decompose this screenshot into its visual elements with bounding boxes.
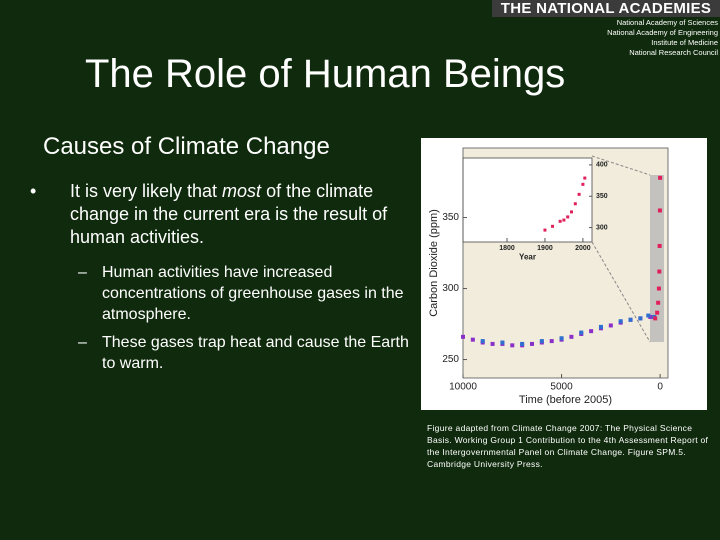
- data-point: [655, 310, 660, 315]
- data-point: [581, 182, 585, 186]
- sub-marker: –: [78, 334, 87, 351]
- data-point: [558, 219, 562, 223]
- data-point: [598, 324, 603, 329]
- member-list: National Academy of Sciences National Ac…: [607, 18, 718, 58]
- y-tick-label: 250: [442, 354, 459, 365]
- data-point: [658, 175, 663, 180]
- data-point: [520, 341, 525, 346]
- data-point: [470, 337, 475, 342]
- data-point: [573, 202, 577, 206]
- data-point: [543, 228, 547, 232]
- data-point: [657, 269, 662, 274]
- title: The Role of Human Beings: [85, 52, 566, 96]
- y-tick-label: 400: [596, 162, 608, 169]
- highlight-band: [650, 175, 664, 342]
- text: It is very likely that: [70, 181, 223, 201]
- y-tick-label: 350: [442, 212, 459, 223]
- inset-area: [462, 157, 593, 243]
- y-axis-label: Carbon Dioxide (ppm): [428, 209, 440, 317]
- member: National Academy of Sciences: [616, 18, 718, 27]
- data-point: [656, 300, 661, 305]
- data-point: [570, 210, 574, 214]
- data-point: [653, 316, 658, 321]
- logo: THE NATIONAL ACADEMIES: [492, 0, 720, 17]
- data-point: [608, 323, 613, 328]
- data-point: [549, 339, 554, 344]
- sub-bullet: – These gases trap heat and cause the Ea…: [78, 332, 412, 374]
- data-point: [510, 343, 515, 348]
- data-point: [529, 341, 534, 346]
- data-point: [657, 243, 662, 248]
- data-point: [569, 334, 574, 339]
- y-tick-label: 300: [596, 224, 608, 231]
- x-tick-label: 2000: [575, 245, 591, 252]
- data-point: [577, 192, 581, 196]
- x-tick-label: 1900: [537, 245, 553, 252]
- connector: [591, 241, 651, 343]
- emphasis: most: [222, 181, 262, 201]
- data-point: [480, 339, 485, 344]
- data-point: [566, 215, 570, 219]
- figure: 250 300 350 10000 5000 0 Time (before 2005) Car…: [421, 138, 707, 410]
- data-point: [583, 176, 587, 180]
- data-point: [638, 316, 643, 321]
- bullet-text: It is very likely that most of the clima…: [48, 180, 398, 249]
- sub-text: Human activities have increased concentr…: [102, 264, 404, 323]
- x-tick-label: 0: [657, 382, 663, 393]
- x-tick-label: 1800: [499, 245, 515, 252]
- data-point: [559, 336, 564, 341]
- sub-marker: –: [78, 264, 87, 281]
- bullet-marker: •: [30, 181, 37, 201]
- text: of the climate change in the current era…: [70, 181, 388, 247]
- data-point: [628, 317, 633, 322]
- data-point: [562, 218, 566, 222]
- caption: Figure adapted from Climate Change 2007:…: [427, 423, 709, 469]
- sub-bullet: – Human activities have increased concen…: [78, 262, 412, 325]
- data-point: [551, 224, 555, 228]
- subtitle: Causes of Climate Change: [43, 133, 330, 160]
- data-point: [656, 286, 661, 291]
- data-point: [618, 319, 623, 324]
- connector: [591, 155, 651, 176]
- data-point: [539, 339, 544, 344]
- x-axis-label: Year: [519, 253, 536, 262]
- x-tick-label: 5000: [550, 382, 573, 393]
- data-point: [579, 330, 584, 335]
- data-point: [461, 334, 465, 339]
- x-axis-label: Time (before 2005): [519, 394, 612, 406]
- data-point: [657, 208, 662, 213]
- sub-text: These gases trap heat and cause the Eart…: [102, 334, 409, 372]
- y-tick-label: 350: [596, 193, 608, 200]
- data-point: [500, 340, 505, 345]
- x-tick-label: 10000: [449, 382, 477, 393]
- member: National Academy of Engineering: [607, 28, 718, 37]
- y-tick-label: 300: [442, 283, 459, 294]
- member: Institute of Medicine: [651, 38, 718, 47]
- plot-frame: [462, 157, 593, 243]
- bullet: • It is very likely that most of the cli…: [30, 180, 398, 249]
- data-point: [646, 313, 651, 318]
- plot-frame: [462, 147, 669, 379]
- data-point: [490, 341, 495, 346]
- data-point: [589, 329, 594, 334]
- member: National Research Council: [629, 48, 718, 57]
